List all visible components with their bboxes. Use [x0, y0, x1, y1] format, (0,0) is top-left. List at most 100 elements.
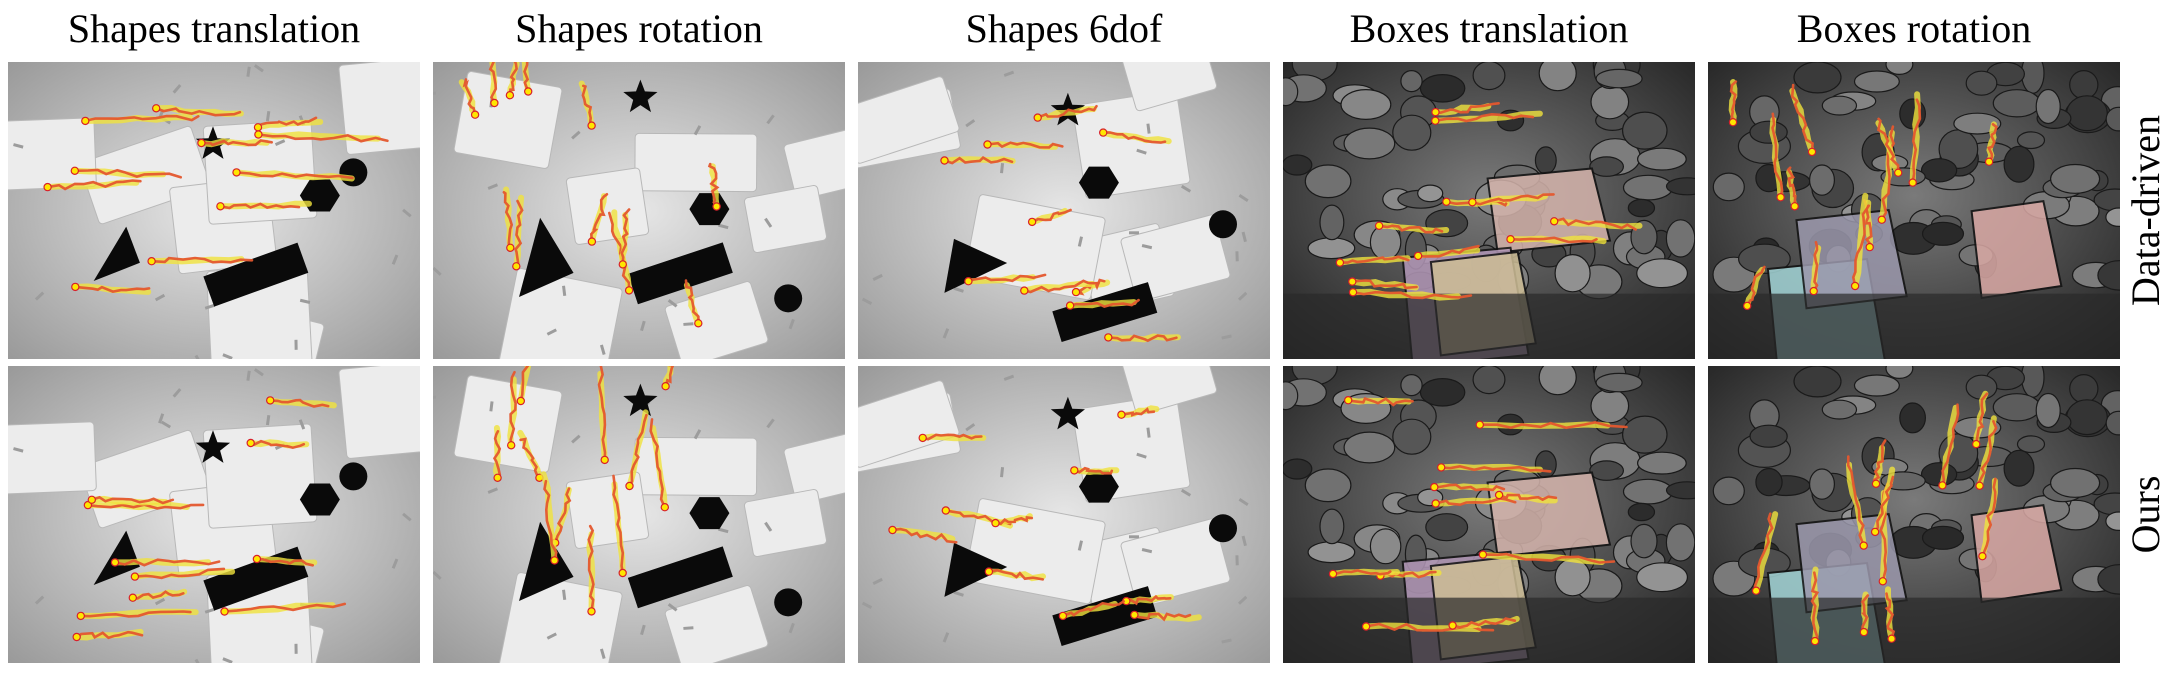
texture-blob: [1589, 156, 1625, 177]
texture-blob: [1808, 164, 1835, 196]
texture-blob: [1392, 418, 1432, 455]
texture-blob: [1307, 541, 1356, 564]
track-start-point: [130, 572, 140, 581]
paper-mark: [13, 447, 24, 453]
predicted-track: [553, 487, 572, 545]
predicted-track: [133, 567, 226, 580]
texture-blob: [1793, 366, 1842, 398]
texture-blob: [1340, 89, 1392, 120]
texture-blob: [1392, 114, 1432, 151]
predicted-track: [1061, 600, 1125, 618]
texture-blob: [1965, 70, 1998, 96]
track-start-point: [254, 130, 263, 139]
texture-blob: [2003, 145, 2035, 183]
track-start-point: [220, 607, 229, 616]
paper-mark: [640, 320, 646, 332]
predicted-track: [46, 179, 142, 191]
track-start-point: [1550, 217, 1559, 226]
hexagon-shape: [1078, 470, 1119, 503]
predicted-track: [1974, 392, 1989, 446]
circle-shape: [339, 462, 368, 491]
paper-mark: [489, 401, 494, 412]
track-start-point: [1431, 107, 1440, 117]
texture-blob: [1749, 120, 1788, 144]
texture-blob: [1627, 502, 1656, 522]
track-start-point: [618, 568, 627, 578]
track-start-point: [940, 156, 949, 165]
paper-mark: [546, 632, 557, 640]
predicted-track: [509, 370, 517, 447]
track-start-point: [506, 243, 515, 252]
paper-card: [1118, 366, 1218, 416]
predicted-track: [90, 495, 175, 505]
column-title-2: Shapes 6dof: [966, 6, 1163, 51]
paper-card: [1120, 214, 1231, 303]
texture-blob: [2069, 69, 2099, 100]
track-start-point: [1859, 541, 1868, 550]
track-start-point: [151, 104, 161, 113]
triangle-shape: [944, 542, 1008, 597]
track-start-point: [1070, 466, 1079, 475]
paper-mark: [1146, 123, 1151, 134]
paper-card: [202, 423, 318, 529]
predicted-track: [154, 107, 242, 117]
floor: [1283, 293, 1695, 359]
track-start-point: [618, 260, 627, 269]
predicted-track: [1753, 512, 1774, 592]
track-start-point: [1058, 611, 1068, 621]
track-start-point: [1978, 551, 1987, 561]
paper-mark: [160, 420, 172, 429]
predicted-track: [967, 273, 1047, 283]
predicted-track: [943, 155, 1014, 165]
paper-mark: [391, 558, 399, 569]
predicted-track: [223, 602, 347, 613]
paper-mark: [942, 632, 950, 643]
panel-3-1: [1283, 366, 1695, 663]
predicted-track: [488, 62, 498, 105]
predicted-track: [628, 413, 648, 488]
texture-blob: [1283, 458, 1313, 480]
texture-blob: [1589, 460, 1625, 481]
paper-mark: [1146, 427, 1151, 438]
hexagon-shape: [1078, 166, 1119, 199]
track-start-point: [1810, 636, 1820, 646]
track-start-point: [1065, 301, 1075, 310]
predicted-track: [249, 439, 306, 450]
texture-blob: [1369, 528, 1402, 565]
track-start-point: [523, 87, 533, 96]
paper-mark: [274, 139, 286, 147]
track-start-point: [661, 382, 670, 391]
track-start-point: [1859, 627, 1869, 637]
floor: [1708, 597, 2120, 663]
paper-card: [1120, 518, 1231, 607]
ground-truth-track: [1810, 566, 1820, 645]
track-start-point: [1117, 410, 1126, 419]
predicted-track: [257, 133, 389, 143]
star-shape: [623, 383, 658, 417]
track-start-point: [1348, 277, 1357, 286]
track-start-point: [1468, 198, 1477, 207]
paper-mark: [693, 125, 702, 136]
box-face: [1486, 471, 1612, 558]
predicted-track: [1478, 420, 1628, 430]
ground-truth-track: [1728, 79, 1738, 126]
track-start-point: [76, 611, 86, 621]
predicted-track: [1851, 204, 1871, 288]
predicted-track: [84, 114, 200, 123]
paper-card: [664, 585, 769, 663]
predicted-track: [235, 171, 354, 180]
ground-truth-track: [1852, 192, 1869, 289]
paper-mark: [1141, 244, 1153, 250]
texture-blob: [1793, 62, 1842, 94]
paper-mark: [1241, 231, 1247, 243]
predicted-track: [74, 285, 151, 293]
paper-mark: [693, 429, 702, 440]
panel-0-1: [8, 366, 420, 663]
track-start-point: [1938, 481, 1947, 490]
circle-shape: [774, 284, 803, 313]
texture-blob: [1472, 62, 1506, 91]
predicted-track: [1977, 420, 1998, 488]
track-start-point: [43, 182, 52, 192]
predicted-track: [508, 62, 518, 97]
texture-blob: [1554, 253, 1591, 293]
